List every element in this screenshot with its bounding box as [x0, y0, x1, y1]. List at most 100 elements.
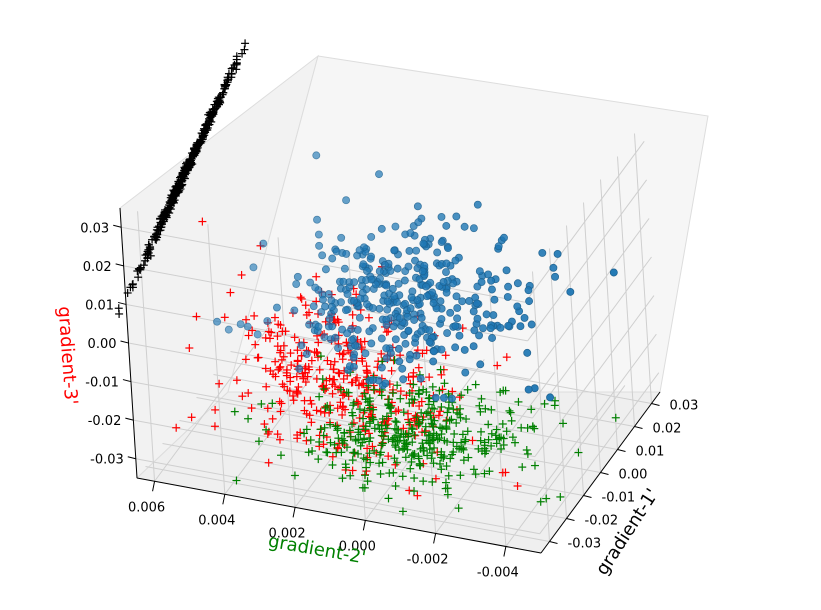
green-projection-94: [369, 385, 378, 394]
cloud-point-337: [494, 242, 503, 251]
black-projection-333: [221, 82, 230, 91]
black-projection-357: [221, 81, 230, 90]
green-projection-172: [408, 438, 417, 447]
cloud-point-227: [381, 379, 390, 388]
cloud-point-221: [405, 355, 414, 364]
green-projection-358: [276, 451, 285, 460]
red-projection-30: [455, 393, 464, 402]
y-tick-label-5: -0.004: [477, 565, 519, 580]
red-projection-26: [275, 397, 284, 406]
red-projection-260: [242, 315, 251, 324]
cloud-point-363: [418, 267, 427, 276]
cloud-point-346: [390, 292, 399, 301]
cloud-point-139: [367, 339, 376, 348]
black-projection-358: [143, 253, 152, 262]
cloud-point-366: [423, 292, 431, 301]
y-tick-mark-2: [292, 507, 296, 518]
red-projection-78: [251, 340, 260, 349]
black-projection-360: [209, 107, 218, 116]
red-projection-9: [211, 405, 220, 414]
cloud-point-347: [394, 344, 403, 353]
green-projection-285: [391, 417, 400, 426]
cloud-point-372: [394, 279, 403, 288]
red-projection-169: [394, 406, 403, 415]
green-projection-110: [477, 394, 486, 403]
cloud-point-279: [442, 259, 451, 268]
red-projection-366: [351, 376, 360, 385]
green-projection-159: [346, 432, 355, 441]
red-projection-289: [409, 372, 418, 381]
red-projection-118: [498, 468, 507, 477]
green-projection-200: [384, 400, 393, 409]
green-projection-290: [420, 428, 429, 437]
green-projection-324: [375, 450, 384, 459]
cloud-point-367: [417, 314, 426, 322]
green-projection-252: [394, 425, 403, 434]
x-tick-label-4: 0.01: [636, 445, 665, 460]
red-projection-332: [288, 391, 297, 400]
cloud-point-301: [375, 267, 384, 276]
cloud-point-289: [504, 282, 513, 291]
green-projection-276: [326, 406, 335, 415]
x-tick-mark-6: [651, 403, 660, 406]
green-projection-321: [559, 419, 568, 428]
green-projection-61: [446, 454, 455, 463]
green-projection-287: [481, 404, 490, 413]
cloud-point-271: [259, 239, 268, 248]
black-projection-320: [174, 177, 183, 186]
black-projection-314: [189, 148, 198, 157]
green-projection-102: [437, 465, 446, 474]
x-tick-mark-2: [583, 495, 592, 498]
red-projection-174: [232, 376, 241, 385]
floor-grid-x-6: [247, 328, 652, 404]
red-projection-248: [348, 310, 357, 319]
green-projection-278: [527, 405, 536, 414]
green-projection-68: [405, 389, 414, 398]
red-projection-278: [425, 373, 434, 382]
cloud-point-150: [393, 264, 402, 273]
red-projection-379: [331, 382, 340, 391]
green-projection-259: [348, 408, 357, 417]
x-tick-mark-4: [617, 449, 626, 452]
cloud-point-124: [377, 334, 386, 343]
green-projection-205: [349, 448, 358, 457]
back-grid-z-6: [524, 140, 645, 303]
cloud-point-48: [451, 256, 460, 265]
floor-grid-y-3: [294, 346, 415, 508]
cloud-point-329: [469, 307, 478, 316]
red-projection-285: [316, 407, 325, 416]
green-projection-323: [435, 459, 444, 468]
cloud-point-283: [429, 357, 438, 366]
y-tick-mark-1: [222, 494, 226, 505]
green-projection-149: [507, 416, 516, 425]
green-projection-366: [429, 423, 438, 432]
y-tick-mark-0: [152, 481, 156, 492]
cloud-point-206: [431, 393, 440, 402]
cloud-point-373: [475, 331, 483, 340]
red-projection-369: [310, 348, 319, 357]
green-projection-167: [318, 375, 327, 384]
green-projection-21: [485, 467, 494, 476]
red-projection-159: [286, 377, 295, 386]
green-projection-291: [440, 436, 449, 445]
green-projection-192: [550, 401, 559, 410]
cloud-point-321: [553, 250, 562, 258]
floor-grid-x-2: [179, 420, 584, 496]
red-projection-239: [280, 382, 289, 391]
x-tick-mark-0: [549, 541, 558, 544]
green-projection-349: [463, 385, 472, 394]
green-projection-174: [315, 392, 324, 401]
cloud-point-356: [442, 268, 450, 277]
green-projection-107: [410, 487, 419, 496]
green-projection-72: [417, 408, 426, 417]
green-projection-215: [418, 439, 427, 448]
green-projection-314: [321, 404, 330, 413]
green-projection-119: [461, 435, 470, 444]
red-projection-365: [210, 422, 219, 431]
cloud-point-304: [406, 304, 415, 313]
green-projection-266: [422, 409, 431, 418]
green-projection-339: [369, 415, 378, 424]
green-projection-251: [476, 407, 485, 416]
green-projection-101: [452, 418, 461, 427]
black-projection-283: [136, 265, 145, 274]
